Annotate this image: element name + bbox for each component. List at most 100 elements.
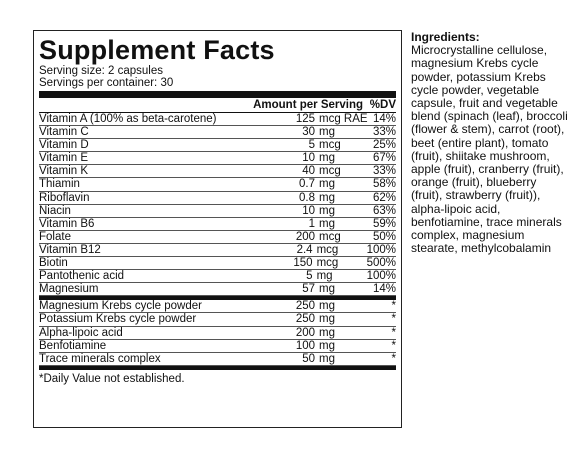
table-row: Magnesium 57 mg 14% (39, 283, 396, 297)
amount-value: 100 (295, 339, 315, 352)
nutrient-name: Magnesium (39, 283, 99, 296)
table-row: Vitamin K 40 mcg 33% (39, 165, 396, 179)
amount: 30 mg (253, 126, 369, 138)
amount: 5 mg (251, 270, 367, 282)
daily-value: 63% (372, 204, 396, 217)
nutrient-name: Thiamin (39, 178, 80, 191)
table-row: Magnesium Krebs cycle powder 250 mg * (39, 300, 396, 314)
amount: 57 mg (253, 283, 369, 295)
amount: 150 mcg (251, 257, 367, 269)
nutrient-name: Vitamin A (100% as beta-carotene) (39, 113, 217, 125)
amount-value: 10 (302, 204, 315, 217)
footnote: *Daily Value not established. (39, 372, 185, 385)
daily-value: * (391, 326, 396, 339)
nutrient-name: Vitamin K (39, 165, 89, 178)
daily-value: 100% (366, 270, 396, 283)
table-row: Vitamin E 10 mg 67% (39, 152, 396, 166)
amount: 125 mcg RAE (253, 113, 369, 125)
nutrient-name: Niacin (39, 204, 71, 217)
amount-value: 0.7 (299, 178, 315, 191)
amount: 250 mg (253, 313, 369, 325)
amount-value: 0.8 (299, 191, 315, 204)
table-row: Thiamin 0.7 mg 58% (39, 178, 396, 192)
amount: 0.8 mg (253, 192, 369, 204)
amount-unit: mg (319, 283, 335, 296)
amount: 2.4 mcg (251, 244, 367, 256)
table-row: Potassium Krebs cycle powder 250 mg * (39, 313, 396, 327)
amount-unit: mg (319, 191, 335, 204)
panel-title: Supplement Facts (39, 35, 275, 65)
amount: 0.7 mg (253, 178, 369, 190)
amount: 100 mg (253, 340, 369, 352)
amount: 250 mg (253, 300, 369, 312)
serving-size: Serving size: 2 capsules (39, 65, 164, 77)
table-row: Pantothenic acid 5 mg 100% (39, 270, 396, 284)
amount-value: 1 (308, 217, 315, 230)
amount-unit: mcg (316, 243, 339, 256)
amount-value: 250 (295, 313, 315, 326)
amount-value: 50 (302, 352, 315, 365)
daily-value: 67% (372, 152, 396, 165)
ingredients-title: Ingredients: (411, 30, 480, 44)
table-row: Vitamin D 5 mcg 25% (39, 139, 396, 153)
amount-unit: mg (319, 152, 335, 165)
daily-value: * (391, 339, 396, 352)
table-row: Riboflavin 0.8 mg 62% (39, 192, 396, 205)
header-amount: Amount per Serving (253, 99, 363, 111)
amount-value: 5 (306, 270, 313, 283)
nutrient-name: Pantothenic acid (39, 270, 125, 283)
amount: 5 mcg (253, 139, 369, 151)
nutrient-name: Vitamin B12 (39, 243, 101, 256)
amount-unit: mcg (319, 230, 341, 243)
daily-value: * (391, 313, 396, 326)
amount-unit: mcg (319, 165, 341, 178)
amount-unit: mcg RAE (319, 113, 368, 125)
nutrient-name: Benfotiamine (39, 339, 107, 352)
amount-unit: mg (319, 300, 335, 313)
section-divider (39, 296, 396, 301)
nutrient-name: Biotin (39, 257, 68, 270)
table-row: Vitamin B6 1 mg 59% (39, 218, 396, 231)
table-row: Folate 200 mcg 50% (39, 231, 396, 244)
daily-value: 58% (372, 178, 396, 191)
table-row: Vitamin B12 2.4 mcg 100% (39, 243, 396, 258)
daily-value: 14% (372, 283, 396, 296)
table-row: Trace minerals complex 50 mg * (39, 353, 396, 366)
amount-unit: mcg (316, 257, 339, 270)
amount-unit: mg (316, 270, 333, 283)
daily-value: 33% (372, 165, 396, 178)
daily-value: 33% (372, 126, 396, 139)
table-row: Alpha-lipoic acid 200 mg * (39, 327, 396, 340)
vitamin-rows: Vitamin A (100% as beta-carotene) 125 mcg … (39, 113, 396, 297)
column-header: Amount per Serving %DV (39, 98, 396, 113)
ingredients-text: Microcrystalline cellulose, magnesium Kr… (411, 43, 568, 256)
amount-value: 200 (295, 326, 315, 339)
nutrient-name: Magnesium Krebs cycle powder (39, 300, 202, 313)
nutrient-name: Vitamin C (39, 126, 89, 139)
amount-unit: mg (319, 352, 335, 365)
servings-per-container: Servings per container: 30 (39, 77, 174, 89)
nutrient-name: Potassium Krebs cycle powder (39, 313, 197, 326)
amount: 40 mcg (253, 165, 369, 177)
amount-unit: mg (319, 126, 335, 139)
amount: 1 mg (253, 218, 369, 230)
table-row: Niacin 10 mg 63% (39, 205, 396, 218)
amount-value: 5 (308, 139, 315, 152)
amount: 10 mg (253, 152, 369, 164)
amount-unit: mg (319, 326, 335, 339)
nutrient-name: Trace minerals complex (39, 352, 161, 365)
daily-value: 59% (372, 217, 396, 230)
supplement-facts-panel: Supplement Facts Serving size: 2 capsule… (33, 30, 402, 428)
amount-value: 125 (295, 113, 315, 125)
amount-value: 57 (302, 283, 315, 296)
nutrient-name: Vitamin B6 (39, 217, 95, 230)
amount: 50 mg (253, 353, 369, 365)
amount-value: 250 (295, 300, 315, 313)
amount-unit: mg (319, 204, 335, 217)
amount-unit: mg (319, 217, 335, 230)
amount-value: 2.4 (296, 243, 313, 256)
daily-value: 100% (366, 243, 396, 256)
amount-unit: mg (319, 313, 335, 326)
daily-value: 500% (366, 257, 396, 270)
amount-value: 150 (293, 257, 313, 270)
